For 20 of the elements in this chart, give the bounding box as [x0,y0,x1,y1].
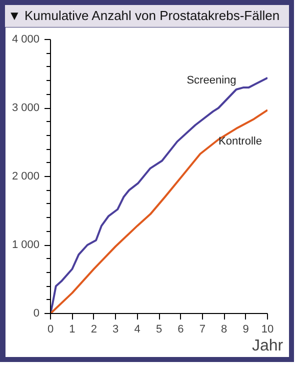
x-tick-label: 3 [112,324,119,336]
y-tick-label: 0 [33,308,40,320]
x-tick-label: 5 [156,324,162,336]
y-tick-label: 4 000 [12,34,40,46]
x-tick-label: 1 [69,324,76,336]
x-tick-label: 9 [242,324,249,336]
x-tick-label: 2 [90,324,97,336]
series-label: Kontrolle [218,136,262,148]
x-tick-label: 8 [221,324,228,336]
x-axis-title: Jahr [252,338,284,354]
y-tick-label: 1 000 [12,239,40,251]
x-tick-label: 4 [134,324,140,336]
x-tick-label: 6 [178,324,184,336]
x-tick-label: 10 [261,324,274,336]
chart-title: ▼ Kumulative Anzahl von Prostatakrebs-Fällen [8,7,280,25]
x-tick-label: 7 [199,324,206,336]
y-tick-label: 3 000 [12,102,40,114]
y-tick-label: 2 000 [12,170,40,182]
series-label: Screening [186,74,236,87]
x-tick-label: 0 [47,324,54,336]
